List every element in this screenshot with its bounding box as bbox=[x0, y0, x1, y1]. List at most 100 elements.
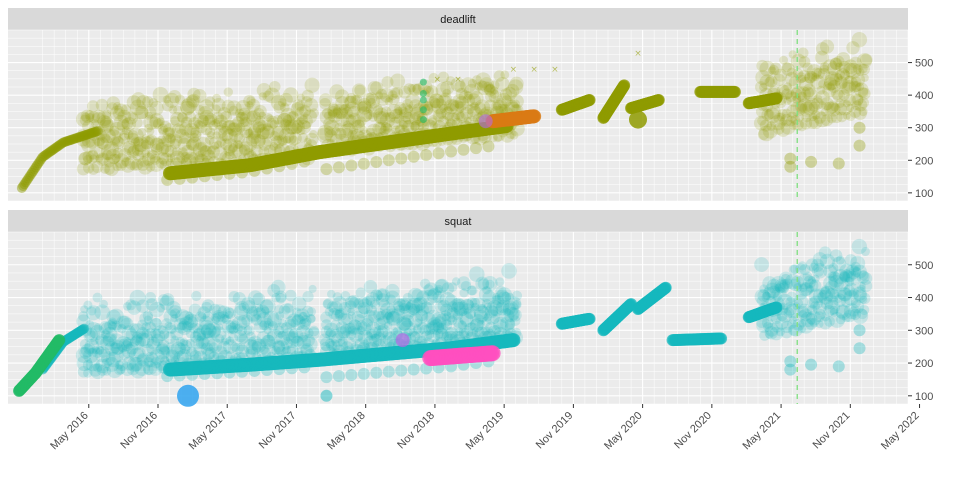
deadlift-point-faint bbox=[211, 111, 225, 125]
deadlift-point-faint bbox=[466, 103, 481, 117]
deadlift-point-faint bbox=[106, 96, 121, 110]
deadlift-point-faint bbox=[237, 116, 253, 132]
deadlift-point-faint bbox=[211, 118, 220, 128]
deadlift-point-faint bbox=[75, 132, 91, 147]
deadlift-point-early-climb bbox=[53, 140, 64, 151]
deadlift-point-early-climb bbox=[90, 126, 101, 137]
squat-point-faint bbox=[150, 328, 166, 344]
deadlift-point-faint bbox=[290, 102, 305, 116]
squat-point-faint bbox=[175, 309, 191, 325]
squat-point-faint bbox=[141, 343, 155, 357]
deadlift-point-faint bbox=[768, 66, 777, 75]
squat-point-faint bbox=[858, 292, 871, 305]
squat-point-faint bbox=[105, 351, 121, 368]
deadlift-point-faint bbox=[118, 132, 130, 145]
squat-point-faint bbox=[116, 315, 130, 330]
deadlift-point-faint bbox=[827, 79, 841, 93]
deadlift-point-faint bbox=[464, 104, 475, 115]
deadlift-point-faint bbox=[180, 100, 195, 116]
deadlift-point-faint bbox=[820, 97, 834, 111]
squat-point-faint bbox=[151, 333, 164, 346]
deadlift-point-faint bbox=[798, 56, 811, 68]
squat-point-faint bbox=[150, 328, 161, 339]
deadlift-point-faint bbox=[339, 124, 354, 138]
deadlift-point-faint bbox=[858, 63, 870, 76]
squat-point-green bbox=[53, 334, 66, 347]
squat-point-faint bbox=[495, 277, 505, 287]
squat-point-faint bbox=[79, 346, 92, 359]
deadlift-point-faint bbox=[198, 99, 214, 115]
deadlift-point-faint bbox=[95, 154, 104, 163]
deadlift-point-faint bbox=[445, 76, 456, 86]
deadlift-point-faint bbox=[189, 130, 202, 142]
deadlift-point-faint bbox=[108, 125, 120, 137]
squat-point-faint bbox=[122, 356, 137, 371]
deadlift-point-faint bbox=[327, 108, 342, 123]
deadlift-point-faint bbox=[113, 114, 129, 131]
deadlift-point-faint bbox=[145, 134, 158, 146]
deadlift-point-faint bbox=[176, 150, 190, 164]
squat-point-faint bbox=[85, 357, 100, 372]
deadlift-point-faint bbox=[141, 139, 152, 150]
deadlift-point-faint bbox=[235, 100, 251, 116]
x-tick-label: Nov 2016 bbox=[118, 410, 160, 452]
deadlift-point-lower bbox=[382, 154, 395, 167]
deadlift-point-faint bbox=[103, 156, 115, 168]
deadlift-point-faint bbox=[282, 135, 292, 144]
deadlift-point-early-climb bbox=[60, 136, 70, 147]
deadlift-point-faint bbox=[785, 90, 797, 102]
deadlift-point-faint bbox=[123, 143, 135, 154]
deadlift-point-faint bbox=[830, 102, 840, 112]
deadlift-point-faint bbox=[343, 120, 352, 130]
deadlift-point-faint bbox=[233, 132, 246, 145]
deadlift-point-faint bbox=[398, 102, 414, 118]
deadlift-point-faint bbox=[317, 124, 334, 141]
squat-point-faint bbox=[98, 348, 108, 359]
deadlift-point-faint bbox=[126, 95, 142, 110]
deadlift-point-faint bbox=[94, 128, 107, 141]
deadlift-point-faint bbox=[247, 111, 259, 122]
deadlift-point-faint bbox=[429, 120, 439, 130]
deadlift-point-faint bbox=[356, 106, 373, 123]
deadlift-point-faint bbox=[334, 122, 344, 132]
deadlift-point-faint bbox=[162, 99, 174, 112]
deadlift-point-early-climb bbox=[47, 145, 58, 156]
deadlift-point-early-climb bbox=[67, 134, 78, 145]
deadlift-point-faint bbox=[463, 116, 472, 125]
deadlift-point-faint bbox=[822, 83, 837, 98]
deadlift-point-faint bbox=[137, 159, 153, 175]
deadlift-point-faint bbox=[347, 130, 359, 141]
deadlift-point-faint bbox=[838, 60, 851, 74]
deadlift-point-faint bbox=[166, 153, 176, 163]
deadlift-point-faint bbox=[279, 102, 290, 113]
deadlift-point-faint bbox=[134, 105, 149, 120]
deadlift-point-faint bbox=[127, 130, 139, 141]
deadlift-point-faint bbox=[105, 129, 122, 146]
deadlift-point-faint bbox=[303, 98, 319, 113]
deadlift-point-faint bbox=[857, 87, 869, 98]
deadlift-point-faint bbox=[818, 79, 827, 89]
deadlift-point-faint bbox=[460, 106, 474, 120]
deadlift-point-faint bbox=[474, 102, 487, 114]
deadlift-point-faint bbox=[427, 117, 438, 127]
deadlift-point-faint bbox=[197, 105, 213, 122]
deadlift-point-faint bbox=[156, 151, 170, 165]
deadlift-point-faint bbox=[248, 131, 261, 145]
deadlift-point-faint bbox=[103, 163, 115, 175]
deadlift-point-faint bbox=[201, 149, 216, 164]
squat-point-faint bbox=[165, 349, 179, 363]
deadlift-point-faint bbox=[316, 127, 333, 144]
deadlift-point-faint bbox=[374, 122, 387, 135]
squat-point-faint bbox=[157, 294, 170, 307]
deadlift-point-faint bbox=[224, 149, 235, 160]
deadlift-point-faint bbox=[250, 133, 266, 149]
deadlift-point-faint bbox=[802, 99, 819, 116]
deadlift-point-faint bbox=[205, 135, 215, 145]
deadlift-point-early-climb bbox=[86, 128, 97, 139]
squat-point-faint bbox=[180, 339, 192, 352]
deadlift-point-faint bbox=[112, 136, 125, 150]
deadlift-point-faint bbox=[441, 106, 455, 121]
deadlift-point-faint bbox=[262, 90, 274, 102]
deadlift-point-faint bbox=[470, 101, 479, 111]
deadlift-point-faint bbox=[382, 123, 392, 133]
